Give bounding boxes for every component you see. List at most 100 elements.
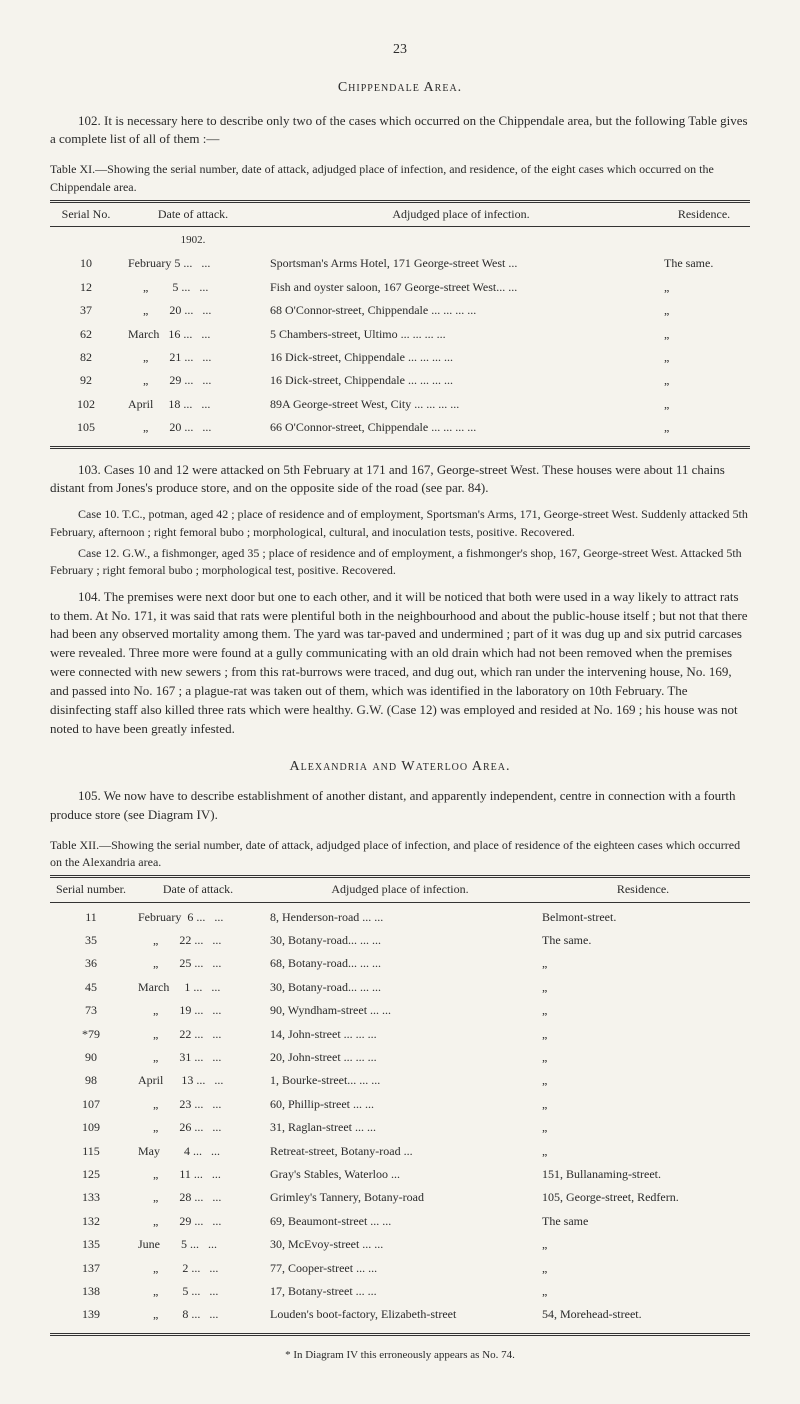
table-row: 11February 6 ... ...8, Henderson-road ..… xyxy=(50,902,750,929)
table-row: 82 „ 21 ... ...16 Dick-street, Chippenda… xyxy=(50,346,750,369)
cell: February 6 ... ... xyxy=(132,902,264,929)
table-row: 92 „ 29 ... ...16 Dick-street, Chippenda… xyxy=(50,369,750,392)
cell: „ 28 ... ... xyxy=(132,1186,264,1209)
page-number: 23 xyxy=(50,40,750,60)
table-row: 125 „ 11 ... ...Gray's Stables, Waterloo… xyxy=(50,1163,750,1186)
cell: „ xyxy=(658,299,750,322)
cell: 115 xyxy=(50,1140,132,1163)
cell: Retreat-street, Botany-road ... xyxy=(264,1140,536,1163)
cell: 90, Wyndham-street ... ... xyxy=(264,999,536,1022)
cell: 105, George-street, Redfern. xyxy=(536,1186,750,1209)
cell: „ xyxy=(536,1140,750,1163)
table-row: 109 „ 26 ... ...31, Raglan-street ... ..… xyxy=(50,1116,750,1139)
cell: „ 19 ... ... xyxy=(132,999,264,1022)
cell: 77, Cooper-street ... ... xyxy=(264,1257,536,1280)
cell: „ xyxy=(658,416,750,439)
cell: 8, Henderson-road ... ... xyxy=(264,902,536,929)
cell: 12 xyxy=(50,276,122,299)
cell: Belmont-street. xyxy=(536,902,750,929)
table-row: 12 „ 5 ... ...Fish and oyster saloon, 16… xyxy=(50,276,750,299)
cell: 17, Botany-street ... ... xyxy=(264,1280,536,1303)
table-xi: Serial No. Date of attack. Adjudged plac… xyxy=(50,200,750,448)
cell: 16 Dick-street, Chippendale ... ... ... … xyxy=(264,369,658,392)
cell: 30, Botany-road... ... ... xyxy=(264,929,536,952)
cell: „ 29 ... ... xyxy=(132,1210,264,1233)
table-row: 133 „ 28 ... ...Grimley's Tannery, Botan… xyxy=(50,1186,750,1209)
cell: Grimley's Tannery, Botany-road xyxy=(264,1186,536,1209)
para-103: 103. Cases 10 and 12 were attacked on 5t… xyxy=(50,461,750,499)
cell: 92 xyxy=(50,369,122,392)
cell: „ 2 ... ... xyxy=(132,1257,264,1280)
col-res: Residence. xyxy=(658,202,750,227)
cell: 20, John-street ... ... ... xyxy=(264,1046,536,1069)
cell: „ xyxy=(536,1233,750,1256)
table-xi-caption: Table XI.—Showing the serial number, dat… xyxy=(50,161,750,196)
cell: „ xyxy=(536,1093,750,1116)
cell: 30, Botany-road... ... ... xyxy=(264,976,536,999)
cell: „ 22 ... ... xyxy=(132,1023,264,1046)
para-104: 104. The premises were next door but one… xyxy=(50,588,750,739)
cell: 45 xyxy=(50,976,132,999)
cell: „ xyxy=(536,976,750,999)
cell: „ 11 ... ... xyxy=(132,1163,264,1186)
cell: 137 xyxy=(50,1257,132,1280)
cell: „ 22 ... ... xyxy=(132,929,264,952)
cell: 5 Chambers-street, Ultimo ... ... ... ..… xyxy=(264,323,658,346)
cell: February 5 ... ... xyxy=(122,252,264,275)
cell: 135 xyxy=(50,1233,132,1256)
chippendale-title: Chippendale Area. xyxy=(50,78,750,98)
table-row: 115May 4 ... ...Retreat-street, Botany-r… xyxy=(50,1140,750,1163)
table-row: 139 „ 8 ... ...Louden's boot-factory, El… xyxy=(50,1303,750,1326)
year-row: 1902. xyxy=(50,227,750,252)
cell: 1, Bourke-street... ... ... xyxy=(264,1069,536,1092)
col-adj: Adjudged place of infection. xyxy=(264,202,658,227)
cell: „ xyxy=(658,276,750,299)
col-serial: Serial No. xyxy=(50,202,122,227)
table-row: *79 „ 22 ... ...14, John-street ... ... … xyxy=(50,1023,750,1046)
cell: 35 xyxy=(50,929,132,952)
cell: 36 xyxy=(50,952,132,975)
cell: „ 5 ... ... xyxy=(122,276,264,299)
year-label: 1902. xyxy=(122,227,264,252)
table-row: 135June 5 ... ...30, McEvoy-street ... .… xyxy=(50,1233,750,1256)
cell: Sportsman's Arms Hotel, 171 George-stree… xyxy=(264,252,658,275)
cell: 105 xyxy=(50,416,122,439)
cell: „ xyxy=(536,1257,750,1280)
cell: 109 xyxy=(50,1116,132,1139)
cell: 73 xyxy=(50,999,132,1022)
cell: 14, John-street ... ... ... xyxy=(264,1023,536,1046)
table-row: 138 „ 5 ... ...17, Botany-street ... ...… xyxy=(50,1280,750,1303)
cell: „ xyxy=(658,393,750,416)
cell: 138 xyxy=(50,1280,132,1303)
cell: April 18 ... ... xyxy=(122,393,264,416)
cell: 151, Bullanaming-street. xyxy=(536,1163,750,1186)
cell: March 16 ... ... xyxy=(122,323,264,346)
col-serial: Serial number. xyxy=(50,877,132,902)
cell: *79 xyxy=(50,1023,132,1046)
cell: 98 xyxy=(50,1069,132,1092)
cell: „ xyxy=(536,1023,750,1046)
cell: 139 xyxy=(50,1303,132,1326)
cell: „ xyxy=(536,1046,750,1069)
cell: 68, Botany-road... ... ... xyxy=(264,952,536,975)
cell: 69, Beaumont-street ... ... xyxy=(264,1210,536,1233)
cell: Fish and oyster saloon, 167 George-stree… xyxy=(264,276,658,299)
table-row: 73 „ 19 ... ...90, Wyndham-street ... ..… xyxy=(50,999,750,1022)
cell: 132 xyxy=(50,1210,132,1233)
cell: 54, Morehead-street. xyxy=(536,1303,750,1326)
case-12-note: Case 12. G.W., a fishmonger, aged 35 ; p… xyxy=(50,545,750,580)
cell: 11 xyxy=(50,902,132,929)
table-row: 37 „ 20 ... ...68 O'Connor-street, Chipp… xyxy=(50,299,750,322)
cell: 90 xyxy=(50,1046,132,1069)
cell: „ xyxy=(658,323,750,346)
cell: The same. xyxy=(658,252,750,275)
table-row: 102April 18 ... ...89A George-street Wes… xyxy=(50,393,750,416)
cell: „ xyxy=(658,369,750,392)
cell: „ xyxy=(536,952,750,975)
cell: 60, Phillip-street ... ... xyxy=(264,1093,536,1116)
cell: „ 21 ... ... xyxy=(122,346,264,369)
cell: 102 xyxy=(50,393,122,416)
cell: 66 O'Connor-street, Chippendale ... ... … xyxy=(264,416,658,439)
cell: „ 23 ... ... xyxy=(132,1093,264,1116)
cell: 30, McEvoy-street ... ... xyxy=(264,1233,536,1256)
